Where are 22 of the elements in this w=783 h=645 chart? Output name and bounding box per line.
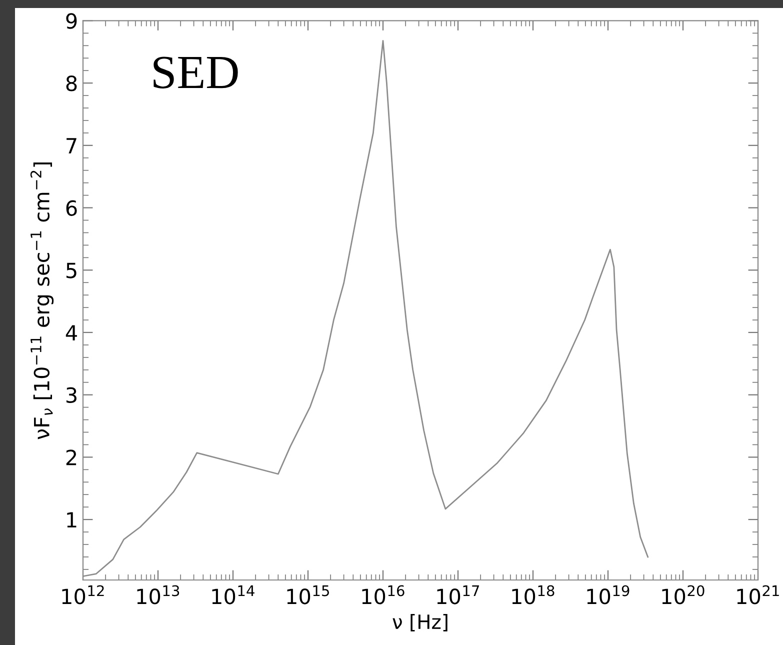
y-tick-label: 2 <box>66 450 76 466</box>
y-tick-label: 3 <box>66 387 76 404</box>
x-tick-label: 10$^{17}$ <box>437 585 479 604</box>
y-tick-label: 7 <box>66 138 76 154</box>
x-tick-label: 10$^{14}$ <box>212 585 254 604</box>
y-tick-label: 4 <box>66 325 77 340</box>
text: SED <box>154 56 238 88</box>
y-tick-label: 9 <box>66 13 77 29</box>
x-tick-label: 10$^{16}$ <box>362 585 404 604</box>
x-tick-label: 10$^{15}$ <box>287 585 329 604</box>
x-tick-label: 10$^{13}$ <box>137 585 180 604</box>
x-axis-title: ν [Hz] <box>392 614 448 632</box>
x-tick-label: 10$^{21}$ <box>737 585 779 604</box>
y-tick-label: 6 <box>66 200 77 216</box>
x-tick-label: 10$^{18}$ <box>512 585 554 604</box>
y-tick-label: 5 <box>66 262 76 278</box>
x-tick-label: 10$^{20}$ <box>662 585 704 604</box>
x-tick-label: 10$^{19}$ <box>587 585 630 604</box>
y-tick-label: 8 <box>66 76 77 92</box>
text: νF$_{ν}$ [10$^{−11}$ erg sec$^{−1}$ cm$^{−2}$] <box>30 162 54 440</box>
y-tick-label: 1 <box>67 512 76 528</box>
x-tick-label: 10$^{12}$ <box>62 585 104 604</box>
